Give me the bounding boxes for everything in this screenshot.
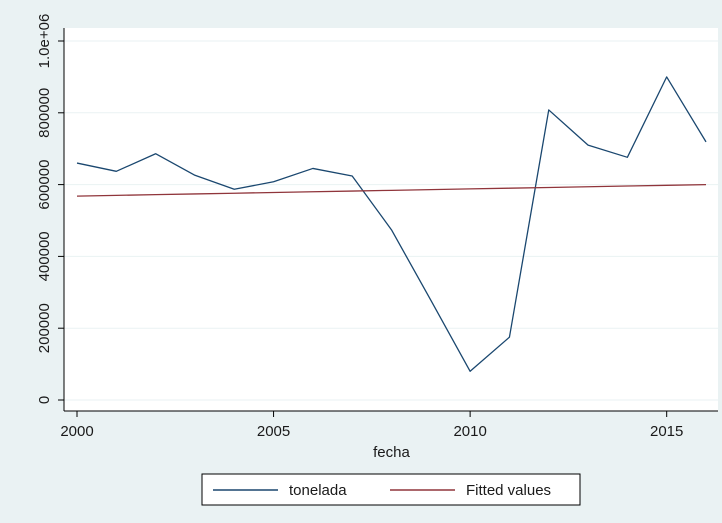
- x-tick-label: 2010: [453, 423, 486, 440]
- x-tick-label: 2015: [650, 423, 683, 440]
- plot-area: [64, 28, 718, 411]
- y-tick-label: 200000: [36, 303, 53, 353]
- legend-label-tonelada: tonelada: [289, 482, 347, 499]
- x-axis: 2000 2005 2010 2015: [60, 411, 683, 440]
- y-axis: 0 200000 400000 600000 800000 1.0e+06: [36, 14, 64, 404]
- legend: tonelada Fitted values: [201, 473, 581, 506]
- series-layer: [76, 76, 707, 372]
- grid: [64, 40, 718, 401]
- x-axis-title: fecha: [373, 444, 410, 461]
- y-tick-label: 0: [36, 396, 53, 404]
- y-tick-label: 400000: [36, 231, 53, 281]
- y-tick-label: 800000: [36, 88, 53, 138]
- y-tick-label: 1.0e+06: [36, 14, 53, 69]
- x-tick-label: 2000: [60, 423, 93, 440]
- legend-label-fitted-values: Fitted values: [466, 482, 551, 499]
- x-tick-label: 2005: [257, 423, 290, 440]
- y-tick-label: 600000: [36, 160, 53, 210]
